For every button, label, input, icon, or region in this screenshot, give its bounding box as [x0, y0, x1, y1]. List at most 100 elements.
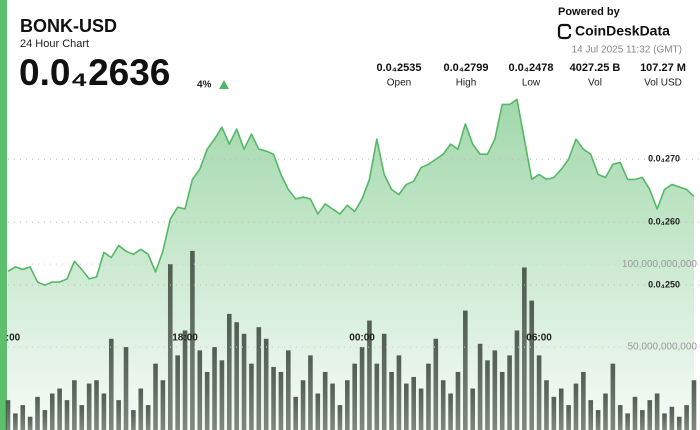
volume-bar [522, 267, 527, 430]
volume-bar [485, 360, 490, 430]
volume-bar [625, 413, 630, 430]
volume-bar [20, 405, 26, 430]
stat-label: Low [522, 78, 541, 89]
volume-bar [544, 380, 549, 430]
volume-bar [13, 413, 18, 430]
volume-bar [190, 250, 195, 430]
stat-label: High [456, 78, 477, 89]
volume-bar [212, 347, 217, 430]
y-tick-label: 0.0₄260 [648, 217, 680, 227]
volume-bar [610, 363, 616, 430]
volume-bar [463, 310, 468, 430]
volume-bar [603, 393, 608, 430]
volume-bar [352, 363, 357, 430]
stat-value: 0.0₄2799 [443, 62, 488, 74]
volume-bar [433, 338, 439, 430]
volume-bar [94, 380, 99, 430]
volume-bar [389, 371, 394, 430]
x-tick-label: :00 [6, 333, 21, 344]
bar-layer [5, 250, 697, 430]
volume-bar [116, 400, 121, 430]
volume-bar [64, 400, 70, 430]
volume-bar [226, 313, 232, 430]
volume-bar [691, 380, 697, 430]
chart-subtitle: 24 Hour Chart [20, 38, 89, 50]
volume-bar [381, 333, 387, 430]
volume-bar [551, 396, 557, 430]
stat-label: Vol [588, 78, 602, 89]
volume-bar [448, 393, 453, 430]
stat-value: 4027.25 B [570, 62, 621, 74]
volume-bar [396, 355, 402, 430]
volume-bar [345, 380, 350, 430]
volume-bar [241, 333, 247, 430]
y-tick-label: 0.0₄270 [648, 154, 680, 164]
volume-bar [662, 413, 667, 430]
volume-bar [411, 376, 416, 430]
volume-bar [499, 371, 505, 430]
stat-value: 0.0₄2478 [508, 62, 553, 74]
volume-bar [684, 405, 689, 430]
volume-bar [5, 400, 11, 430]
change: 4% [197, 80, 212, 91]
up-arrow [219, 80, 229, 89]
volume-bar [676, 416, 682, 430]
y2-tick-label: 50,000,000,000 [627, 342, 697, 353]
volume-bar [197, 350, 203, 430]
line-layer [7, 98, 695, 286]
volume-bar [477, 343, 483, 430]
volume-bar [330, 383, 335, 430]
volume-bar [654, 393, 660, 430]
volume-bar [57, 388, 62, 430]
volume-bar [632, 396, 638, 430]
volume-bar [138, 388, 144, 430]
volume-bar [617, 405, 623, 430]
brand-logo [557, 23, 572, 40]
price-line [7, 98, 695, 286]
volume-bar [529, 300, 535, 430]
volume-bar [558, 388, 564, 430]
x-tick-label: 06:00 [526, 333, 552, 344]
volume-bar [278, 371, 284, 430]
stat-value: 107.27 M [640, 62, 686, 74]
volume-bar [131, 410, 136, 430]
powered-by: Powered by [558, 6, 621, 18]
volume-bar [263, 338, 269, 430]
chart-title: BONK-USD [20, 16, 117, 36]
plot: 0.0₄250 0.0₄260 0.0₄270 50,000,000,000 100,0… [5, 98, 700, 430]
volume-bar [72, 380, 77, 430]
volume-bar [440, 380, 446, 430]
grid-layer [8, 158, 700, 348]
volume-bar [293, 396, 298, 430]
stat-value: 0.0₄2535 [376, 62, 421, 74]
volume-bar [35, 396, 40, 430]
volume-bar [145, 405, 151, 430]
volume-bar [374, 363, 380, 430]
volume-bar [234, 322, 239, 430]
x-tick-label: 00:00 [349, 333, 375, 344]
volume-bar [359, 347, 365, 430]
volume-bar [337, 405, 343, 430]
volume-bar [470, 388, 476, 430]
volume-bar [271, 366, 276, 430]
volume-bar [514, 330, 520, 430]
volume-bar [308, 355, 313, 430]
volume-bar [404, 383, 409, 430]
volume-bar [256, 327, 262, 430]
volume-bar [175, 355, 180, 430]
volume-bar [315, 393, 321, 430]
price: 0.0₄2636 [19, 52, 170, 93]
volume-bar [49, 393, 55, 430]
volume-bar [566, 405, 571, 430]
volume-bar [249, 363, 254, 430]
volume-bar [455, 371, 461, 430]
volume-bar [507, 355, 512, 430]
stat-label: Open [387, 78, 411, 89]
volume-bar [426, 363, 431, 430]
volume-bar [322, 371, 328, 430]
x-tick-label: 18:00 [172, 333, 198, 344]
volume-bar [86, 383, 92, 430]
volume-bar [204, 371, 210, 430]
volume-bar [182, 330, 188, 430]
